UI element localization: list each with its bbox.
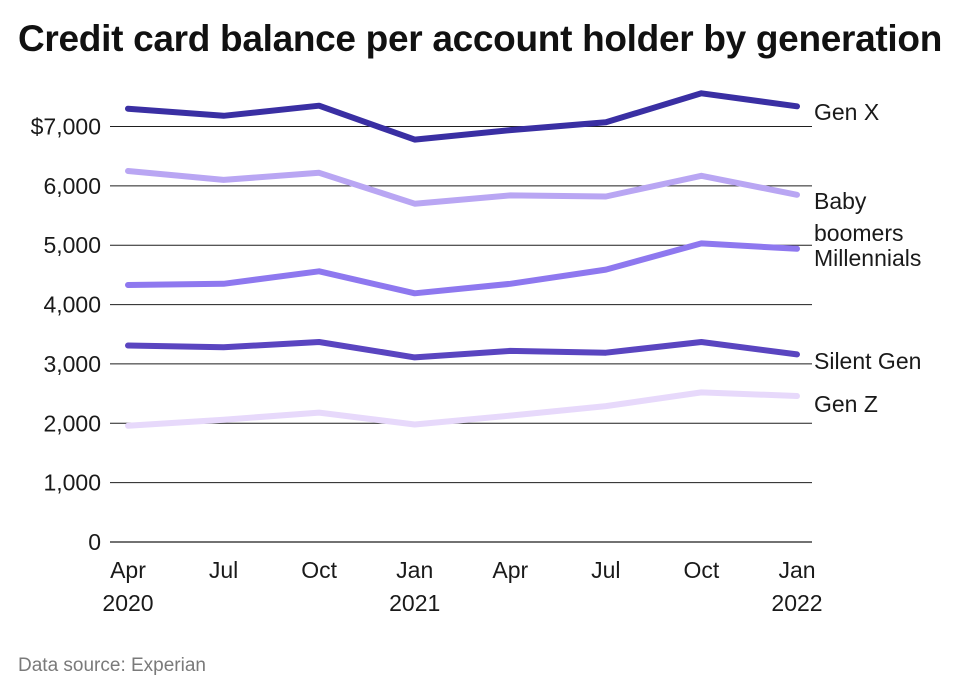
- x-tick-label: Oct: [301, 557, 337, 583]
- series-line-baby-boomers: [125, 168, 800, 207]
- x-tick-label: Jul: [591, 557, 620, 583]
- series-label: Millennials: [814, 245, 921, 271]
- x-tick-label: 2021: [389, 590, 440, 616]
- series-line-gen-x: [125, 90, 800, 143]
- series-label: Gen X: [814, 99, 879, 125]
- y-tick-label: 1,000: [43, 470, 101, 496]
- x-tick-label: Apr: [110, 557, 146, 583]
- x-tick-label: 2022: [771, 590, 822, 616]
- line-chart: 0 1,000 2,000 3,000 4,000 5,000 6,000 $7,000 Ap…: [31, 90, 921, 616]
- x-tick-label: Jan: [396, 557, 433, 583]
- y-tick-label: 6,000: [43, 173, 101, 199]
- chart-title: Credit card balance per account holder b…: [18, 18, 943, 59]
- y-tick-label: 3,000: [43, 351, 101, 377]
- y-tick-label: 2,000: [43, 410, 101, 436]
- series-label: Silent Gen: [814, 348, 921, 374]
- x-tick-label: 2020: [102, 590, 153, 616]
- series-lines: [125, 90, 800, 429]
- gridlines: [110, 126, 812, 484]
- series-line-millennials: [125, 240, 800, 297]
- x-tick-label: Apr: [492, 557, 528, 583]
- y-tick-label: $7,000: [31, 114, 101, 140]
- y-axis-tick-labels: 0 1,000 2,000 3,000 4,000 5,000 6,000 $7,000: [31, 114, 101, 556]
- series-line-silent-gen: [125, 339, 800, 361]
- data-source-note: Data source: Experian: [18, 655, 206, 676]
- x-tick-label: Oct: [684, 557, 720, 583]
- series-label: Baby: [814, 188, 867, 214]
- y-tick-label: 4,000: [43, 292, 101, 318]
- x-axis-tick-labels: Apr 2020 Jul Oct Jan 2021 Apr Jul Oct Jan 2022: [102, 557, 822, 616]
- series-label: Gen Z: [814, 391, 878, 417]
- series-line-gen-z: [125, 389, 800, 429]
- y-tick-label: 0: [88, 529, 101, 555]
- x-tick-label: Jul: [209, 557, 238, 583]
- y-tick-label: 5,000: [43, 232, 101, 258]
- series-label: boomers: [814, 220, 903, 246]
- x-tick-label: Jan: [778, 557, 815, 583]
